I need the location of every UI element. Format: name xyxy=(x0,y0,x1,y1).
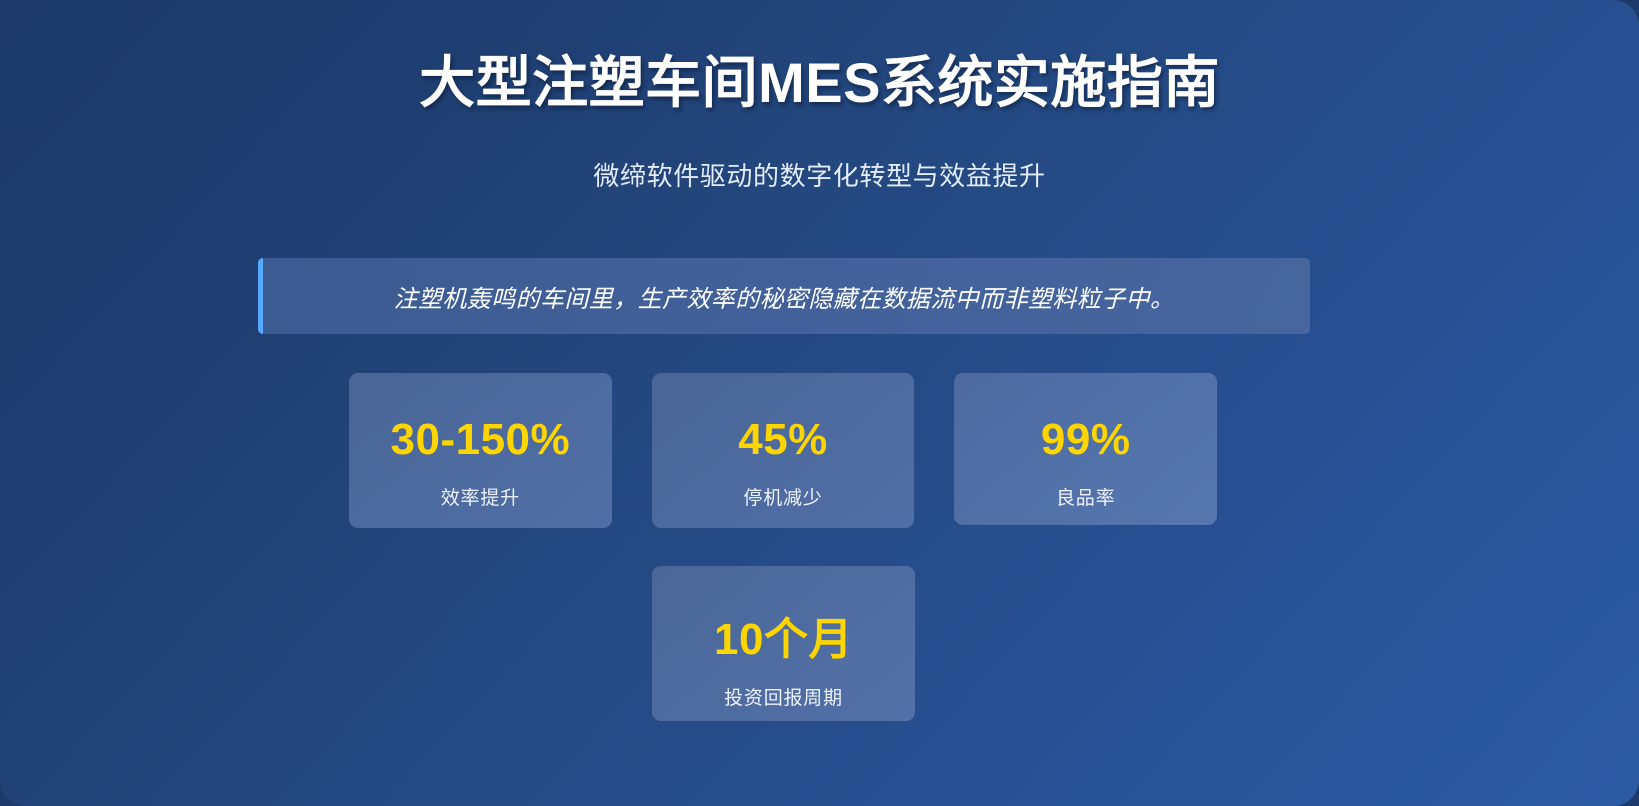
page-title: 大型注塑车间MES系统实施指南 xyxy=(419,51,1220,114)
quote-banner: 注塑机轰鸣的车间里，生产效率的秘密隐藏在数据流中而非塑料粒子中。 xyxy=(258,258,1310,334)
quote-accent-bar xyxy=(258,258,263,334)
stat-value: 30-150% xyxy=(390,415,571,464)
stat-card-downtime: 45% 停机减少 xyxy=(651,373,915,528)
stat-label: 效率提升 xyxy=(440,488,520,509)
stat-label: 良品率 xyxy=(1055,488,1116,509)
stats-row-secondary: 10个月 投资回报周期 xyxy=(652,566,915,721)
stat-label: 停机减少 xyxy=(743,488,823,509)
stat-card-efficiency: 30-150% 效率提升 xyxy=(349,373,612,528)
stat-value: 45% xyxy=(738,415,828,464)
quote-text: 注塑机轰鸣的车间里，生产效率的秘密隐藏在数据流中而非塑料粒子中。 xyxy=(393,285,1175,313)
stat-value: 10个月 xyxy=(714,615,853,664)
stat-card-roi-period: 10个月 投资回报周期 xyxy=(652,566,915,721)
stat-value: 99% xyxy=(1040,415,1131,464)
stats-row-primary: 30-150% 效率提升 45% 停机减少 99% 良品率 xyxy=(349,373,1218,528)
stat-card-yield: 99% 良品率 xyxy=(954,373,1218,525)
stat-label: 投资回报周期 xyxy=(724,688,843,709)
slide-header: 大型注塑车间MES系统实施指南 微缔软件驱动的数字化转型与效益提升 xyxy=(0,0,1639,194)
page-subtitle: 微缔软件驱动的数字化转型与效益提升 xyxy=(593,161,1046,192)
